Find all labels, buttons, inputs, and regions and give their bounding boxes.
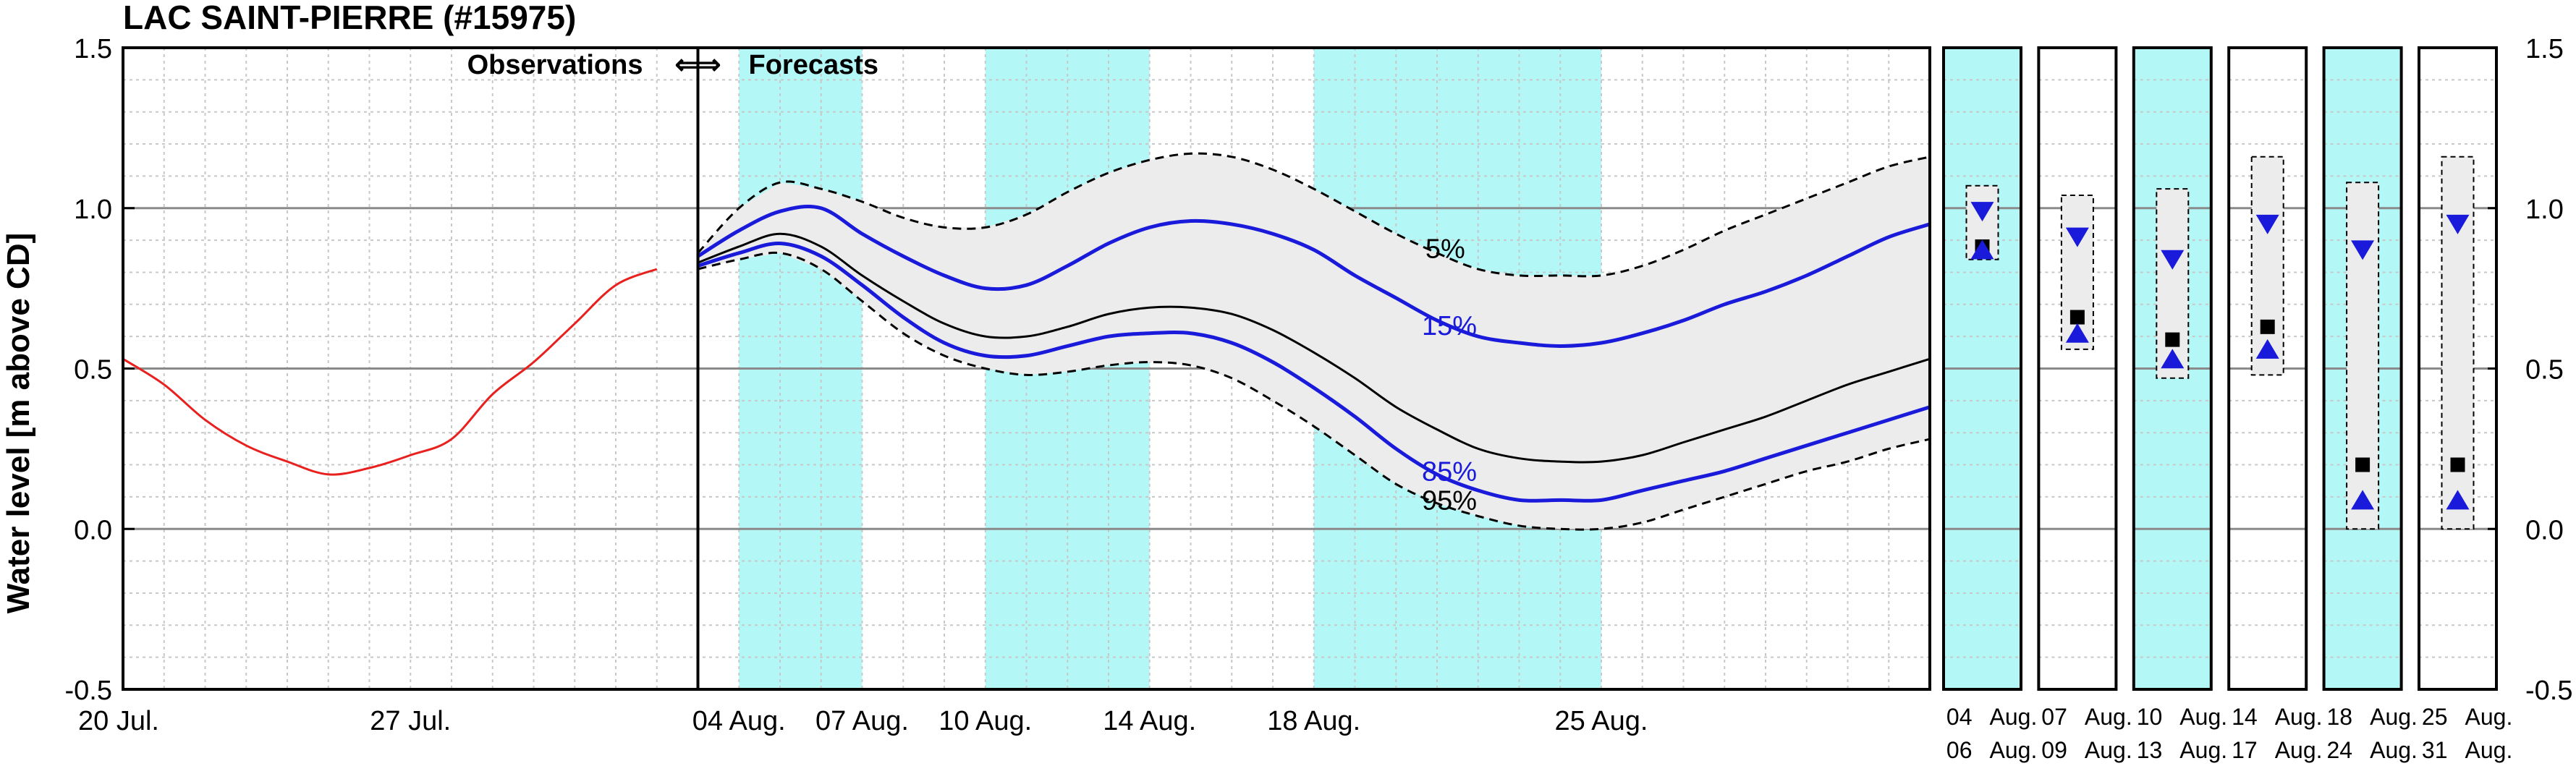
summary-85pct-marker (1970, 239, 1994, 260)
summary-median-marker (2165, 332, 2180, 347)
y-axis-label: Water level [m above CD] (1, 233, 36, 614)
summary-panel-5: 25 Aug. 31 Aug. (2418, 46, 2513, 763)
summary-start-month: Aug. (2275, 704, 2323, 730)
curve-label: 15% (1422, 311, 1477, 341)
summary-end-day: 13 (2137, 737, 2163, 763)
summary-start-day: 10 (2137, 704, 2163, 730)
summary-panel-2: 10 Aug. 13 Aug. (2132, 46, 2227, 763)
summary-end-day: 09 (2041, 737, 2067, 763)
y-tick-label-left: 1.0 (74, 195, 112, 225)
y-tick-label-left: 0.5 (74, 355, 112, 386)
y-tick-label-left: 0.0 (74, 515, 112, 545)
axes-labels: 1.5 1.51.0 1.00.5 0.50.0 0.0-0.5 -0.520 Jul. 2… (65, 34, 2573, 736)
summary-85pct-marker (2161, 349, 2185, 369)
x-tick-label: 07 Aug. (815, 706, 909, 736)
series-line-5pct (697, 152, 1931, 278)
summary-15pct-marker (2446, 214, 2470, 234)
summary-end-month: Aug. (2275, 737, 2323, 763)
curve-label: 85% (1422, 457, 1477, 488)
series-line-85pct (697, 242, 1931, 503)
summary-range-box (2346, 182, 2380, 530)
summary-end-day: 31 (2422, 737, 2448, 763)
summary-85pct-marker (2351, 490, 2375, 510)
summary-median-marker (2450, 457, 2465, 472)
summary-15pct-marker (2351, 240, 2375, 260)
curve-label: 5% (1425, 234, 1465, 264)
y-tick-label-right: 1.0 (2525, 195, 2564, 225)
summary-end-month: Aug. (2179, 737, 2227, 763)
x-tick-label: 18 Aug. (1267, 706, 1360, 736)
summary-start-month: Aug. (1990, 704, 2038, 730)
summary-15pct-marker (2255, 214, 2279, 234)
series-line-15pct (697, 205, 1931, 348)
summary-panel-frame (2227, 46, 2308, 691)
summary-end-month: Aug. (2465, 737, 2513, 763)
x-tick-label: 04 Aug. (692, 706, 786, 736)
series-line-median (697, 232, 1931, 464)
series-line-observations (122, 268, 658, 476)
summary-panel-frame (2132, 46, 2213, 691)
summary-median-marker (2260, 319, 2275, 334)
chart-title: LAC SAINT-PIERRE (#15975) (123, 0, 576, 36)
summary-panel-0: 04 Aug. 06 Aug. (1942, 46, 2038, 763)
series-line-95pct (698, 251, 1931, 531)
summary-median-marker (2069, 310, 2085, 325)
arrows-label: ⇐⇒ (675, 50, 721, 80)
summary-panel-1: 07 Aug. 09 Aug. (2037, 46, 2132, 763)
summary-range-box (2441, 156, 2475, 530)
y-tick-label-left: 1.5 (74, 34, 112, 64)
forecast-uncertainty-band (698, 153, 1930, 529)
y-tick-label-right: 0.5 (2525, 355, 2564, 386)
x-tick-label: 10 Aug. (939, 706, 1032, 736)
main-plot-panel: 5% 15% 85%95% Observations ⇐⇒ Forecasts (122, 46, 1931, 691)
summary-end-month: Aug. (1990, 737, 2038, 763)
y-tick-label-right: -0.5 (2525, 676, 2572, 706)
summary-start-day: 14 (2232, 704, 2258, 730)
summary-end-day: 06 (1946, 737, 1973, 763)
weekly-summary-panels: 04 Aug.06 Aug.07 Aug.09 Aug.10 Aug.13 Aug.14 Au… (1942, 46, 2513, 763)
summary-15pct-marker (1970, 202, 1994, 222)
summary-panel-frame (2322, 46, 2403, 691)
summary-end-month: Aug. (2370, 737, 2418, 763)
summary-85pct-marker (2255, 339, 2279, 359)
x-tick-label: 27 Jul. (370, 706, 451, 736)
summary-start-month: Aug. (2465, 704, 2513, 730)
x-tick-label: 20 Jul. (78, 706, 159, 736)
y-tick-label-right: 1.5 (2525, 34, 2564, 64)
summary-15pct-marker (2161, 250, 2185, 270)
summary-85pct-marker (2446, 490, 2470, 510)
summary-median-marker (2355, 457, 2370, 472)
summary-panel-frame (2037, 46, 2118, 691)
summary-15pct-marker (2065, 227, 2089, 247)
summary-end-day: 24 (2327, 737, 2353, 763)
summary-start-day: 04 (1946, 704, 1973, 730)
summary-panel-frame (1942, 46, 2022, 691)
forecasts-label: Forecasts (749, 50, 879, 80)
y-tick-label-right: 0.0 (2525, 515, 2564, 545)
curve-label: 95% (1422, 486, 1477, 516)
summary-start-month: Aug. (2179, 704, 2227, 730)
summary-start-day: 18 (2327, 704, 2353, 730)
summary-end-day: 17 (2232, 737, 2258, 763)
summary-start-day: 07 (2041, 704, 2067, 730)
summary-panel-4: 18 Aug. 24 Aug. (2322, 46, 2418, 763)
summary-start-month: Aug. (2370, 704, 2418, 730)
summary-85pct-marker (2065, 323, 2089, 343)
summary-end-month: Aug. (2085, 737, 2132, 763)
x-tick-label: 14 Aug. (1103, 706, 1196, 736)
x-tick-label: 25 Aug. (1555, 706, 1648, 736)
observations-label: Observations (467, 50, 643, 80)
summary-panel-3: 14 Aug. 17 Aug. (2227, 46, 2323, 763)
summary-start-month: Aug. (2085, 704, 2132, 730)
y-tick-label-left: -0.5 (65, 676, 112, 706)
summary-range-box (2250, 156, 2284, 376)
summary-start-day: 25 (2422, 704, 2448, 730)
